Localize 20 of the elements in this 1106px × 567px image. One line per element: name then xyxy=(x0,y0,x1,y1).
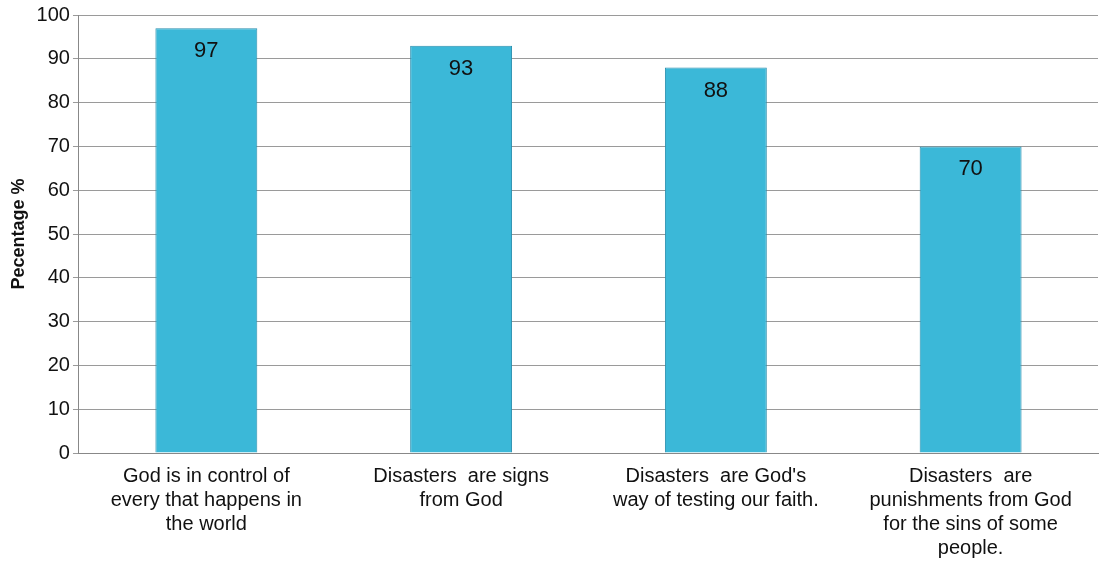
y-tick-label: 30 xyxy=(47,309,70,332)
x-tick-label: Disasters are God's way of testing our faith. xyxy=(612,463,819,510)
x-tick-label: Disasters are signs from God xyxy=(373,463,549,510)
y-tick-label: 100 xyxy=(36,2,70,25)
y-tick-label: 0 xyxy=(58,440,70,463)
y-tick-label: 90 xyxy=(47,46,70,69)
x-tick-label: God is in control of every that happens in the world xyxy=(110,463,302,534)
y-tick-label: 60 xyxy=(47,177,70,200)
data-label: 88 xyxy=(703,76,729,102)
y-tick-label: 40 xyxy=(47,265,70,288)
y-tick-label: 10 xyxy=(47,396,70,419)
y-tick-label: 80 xyxy=(47,90,70,113)
y-tick-label: 20 xyxy=(47,352,70,375)
y-tick-label: 70 xyxy=(47,133,70,156)
x-tick-label: Disasters are punishments from God for the sins of some people. xyxy=(869,463,1072,558)
data-label: 97 xyxy=(194,37,219,63)
data-label: 93 xyxy=(448,54,474,80)
data-label: 70 xyxy=(958,155,983,181)
y-axis-title: Pecentage % xyxy=(7,178,28,290)
y-tick-label: 50 xyxy=(47,221,70,244)
